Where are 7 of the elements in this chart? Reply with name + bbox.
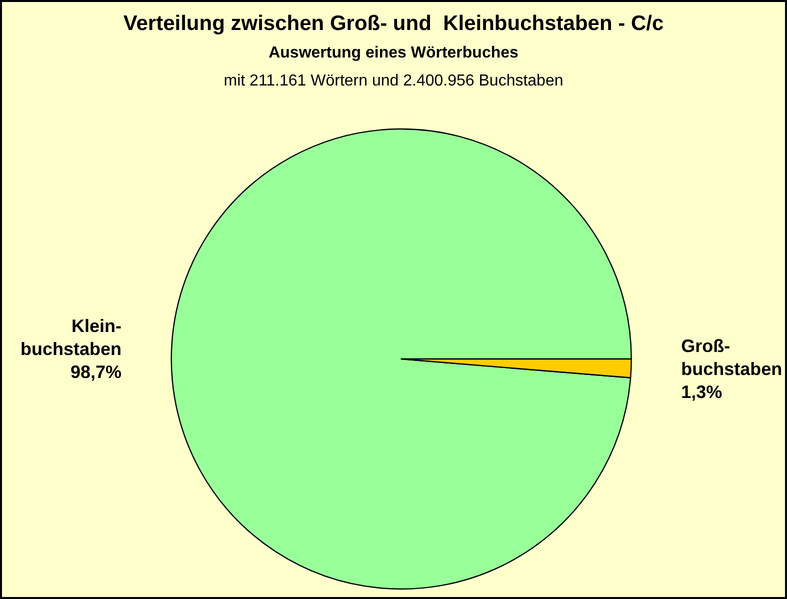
text: mit 211.161 Wörtern und 2.400.956 Buchstaben: [224, 72, 564, 90]
slice-label: Klein- buchstaben: [20, 316, 122, 359]
chart-title: Verteilung zwischen Groß- und Kleinbuchstaben - C/c: [123, 12, 664, 35]
slice-label: Groß- buchstaben: [681, 336, 782, 380]
chart-subtitle: Auswertung eines Wörterbuches: [268, 44, 519, 62]
data-label: 98,7%: [70, 362, 122, 382]
data-label: 1,3%: [681, 382, 722, 402]
